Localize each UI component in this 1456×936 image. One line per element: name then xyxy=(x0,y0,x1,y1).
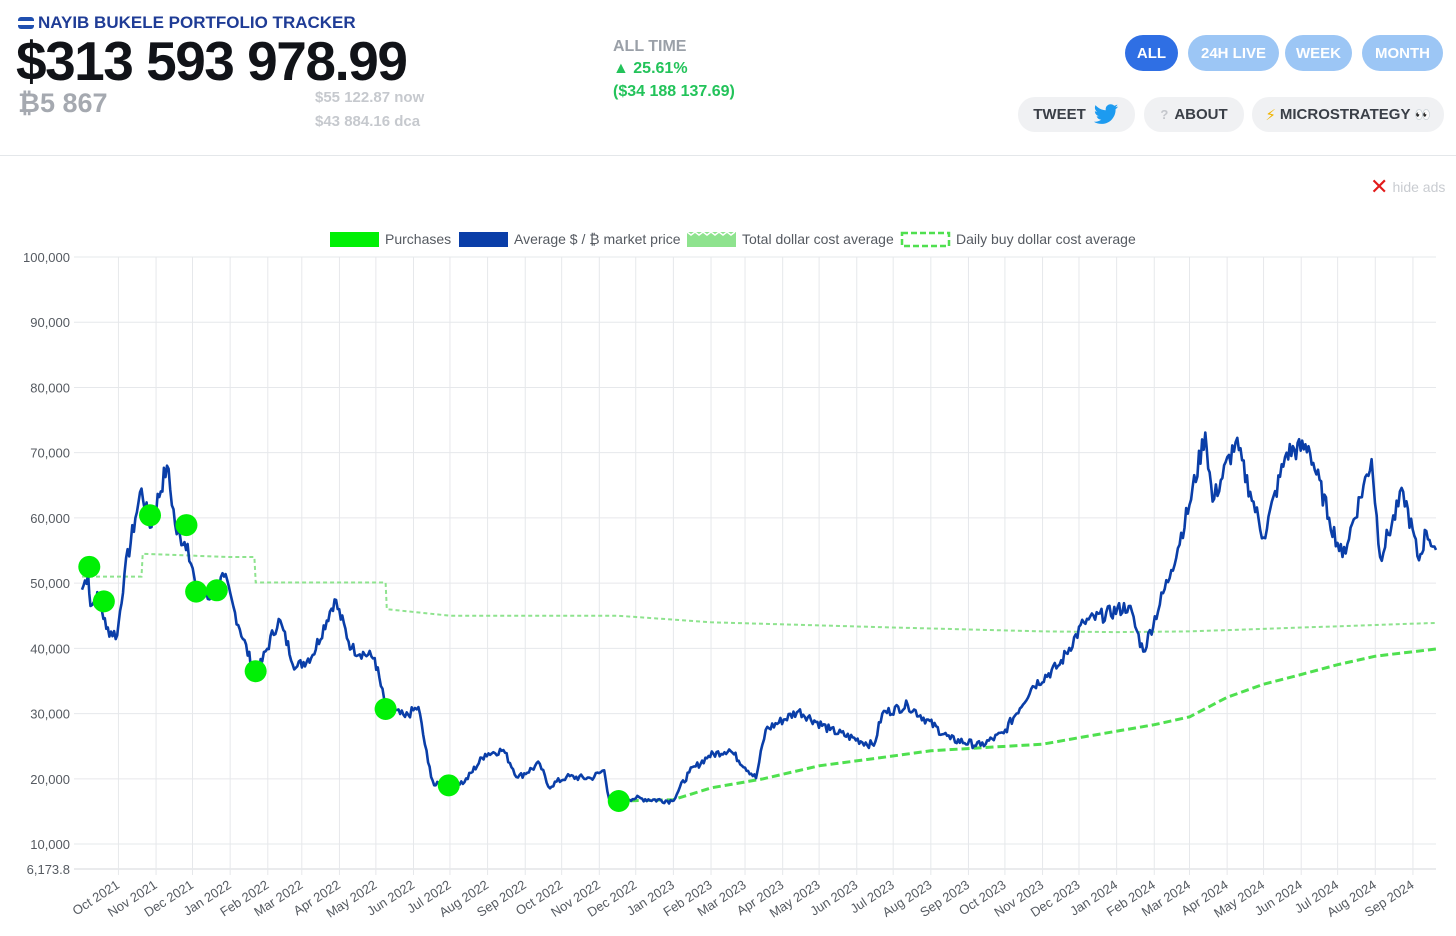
microstrategy-label: MICROSTRATEGY xyxy=(1279,106,1411,123)
price-chart: Purchases Average $ / ₿ market price Total… xyxy=(23,231,1438,921)
y-tick-label: 100,000 xyxy=(23,250,70,265)
twitter-bird-icon xyxy=(1093,103,1118,124)
legend-swatch-texture xyxy=(686,231,736,236)
price-dca: $43 884.16 dca xyxy=(315,113,421,130)
el-salvador-flag-icon xyxy=(18,17,34,29)
brand-title: NAYIB BUKELE PORTFOLIO TRACKER xyxy=(38,13,356,32)
tab-month[interactable]: MONTH xyxy=(1362,35,1443,71)
y-tick-label: 80,000 xyxy=(30,380,70,395)
portfolio-value: $313 593 978.99 xyxy=(16,30,408,92)
y-tick-label: 50,000 xyxy=(30,576,70,591)
chart-grid xyxy=(74,256,1436,875)
legend-swatch xyxy=(459,232,508,247)
btc-holdings: ₿5 867 xyxy=(18,88,108,118)
y-tick-label: 10,000 xyxy=(30,837,70,852)
legend-label: Purchases xyxy=(385,231,451,247)
about-button[interactable]: ? ABOUT xyxy=(1144,97,1244,132)
purchase-point xyxy=(78,555,101,578)
price-now: $55 122.87 now xyxy=(315,89,425,106)
all-time-label: ALL TIME xyxy=(613,38,687,55)
purchase-point xyxy=(244,660,267,683)
purchase-point xyxy=(139,504,162,527)
microstrategy-button[interactable]: ⚡ MICROSTRATEGY 👀 xyxy=(1252,97,1444,132)
purchase-point xyxy=(92,590,115,613)
legend-swatch xyxy=(900,231,951,248)
hide-ads-link[interactable]: ✕ hide ads xyxy=(1370,174,1446,199)
purchase-point xyxy=(185,580,208,603)
chart-series xyxy=(78,431,1438,812)
purchase-point xyxy=(437,774,460,797)
y-tick-label: 30,000 xyxy=(30,707,70,722)
tweet-button[interactable]: TWEET xyxy=(1018,97,1135,132)
market-price-line xyxy=(80,431,1438,805)
all-time-percent: ▲ 25.61% xyxy=(613,60,688,77)
purchase-point xyxy=(175,514,198,537)
question-mark-icon: ? xyxy=(1160,107,1169,122)
tab-week[interactable]: WEEK xyxy=(1285,35,1352,71)
total-dca-line xyxy=(618,647,1437,803)
eyes-icon: 👀 xyxy=(1414,106,1431,122)
legend-label: Total dollar cost average xyxy=(742,231,894,247)
tweet-label: TWEET xyxy=(1033,106,1086,123)
close-icon: ✕ xyxy=(1370,174,1389,199)
y-min-label: 6,173.8 xyxy=(27,862,70,877)
chart-legend: Purchases Average $ / ₿ market price Total… xyxy=(330,231,1136,248)
tab-all[interactable]: ALL xyxy=(1125,35,1178,71)
legend-label: Average $ / ₿ market price xyxy=(514,231,681,247)
y-tick-label: 40,000 xyxy=(30,641,70,656)
lightning-icon: ⚡ xyxy=(1265,106,1276,124)
y-tick-label: 20,000 xyxy=(30,772,70,787)
legend-swatch xyxy=(330,232,379,247)
purchase-point xyxy=(374,698,397,721)
legend-swatch xyxy=(687,232,736,247)
daily-buy-dca-line xyxy=(82,552,1437,634)
y-tick-label: 90,000 xyxy=(30,315,70,330)
purchase-point xyxy=(607,789,630,812)
all-time-gain: ($34 188 137.69) xyxy=(613,83,735,100)
y-tick-label: 70,000 xyxy=(30,446,70,461)
y-tick-label: 60,000 xyxy=(30,511,70,526)
purchase-point xyxy=(205,579,228,602)
tab-24h-live[interactable]: 24H LIVE xyxy=(1188,35,1279,71)
about-label: ABOUT xyxy=(1174,106,1228,123)
y-axis: 100,000 90,000 80,000 70,000 60,000 50,000 40,… xyxy=(23,250,70,877)
brand: NAYIB BUKELE PORTFOLIO TRACKER xyxy=(18,13,356,33)
header: NAYIB BUKELE PORTFOLIO TRACKER $313 593 … xyxy=(0,0,1456,156)
hide-ads-label: hide ads xyxy=(1392,179,1446,195)
legend-label: Daily buy dollar cost average xyxy=(956,231,1136,247)
